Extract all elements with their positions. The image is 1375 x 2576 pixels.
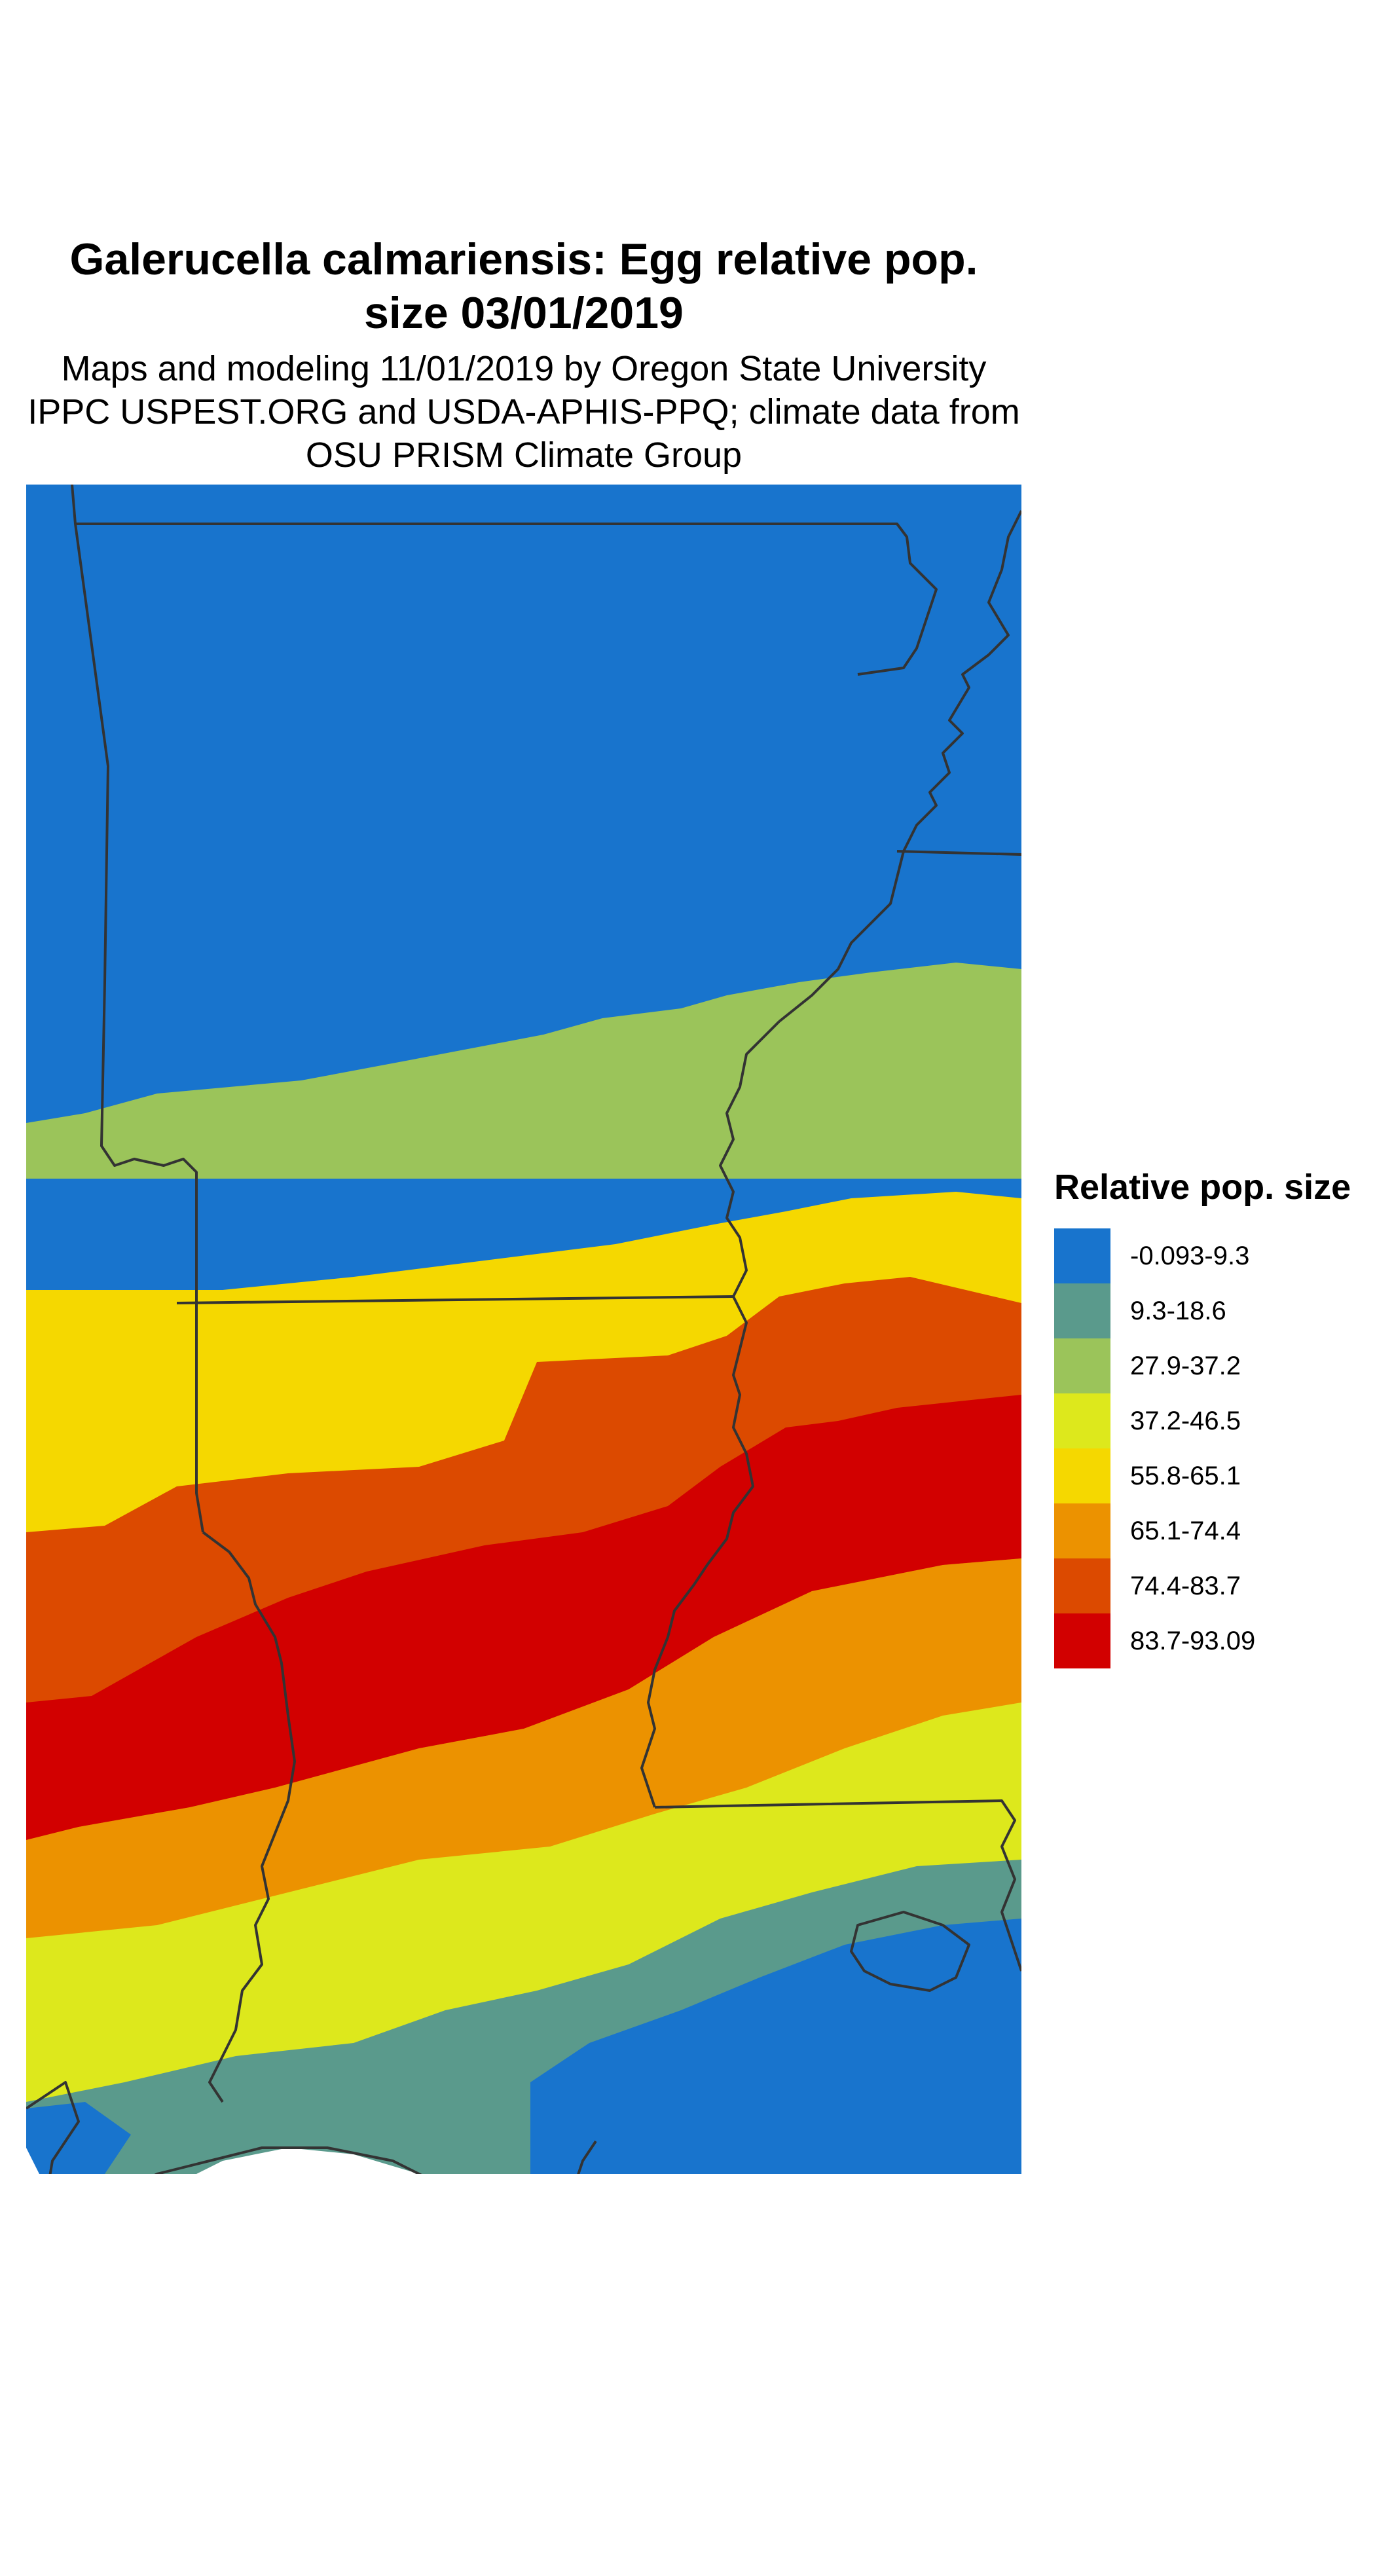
map-title: Galerucella calmariensis: Egg relative p…	[0, 232, 1048, 340]
legend-label: 27.9-37.2	[1130, 1351, 1241, 1380]
legend-swatch	[1054, 1228, 1110, 1283]
legend-item-4: 55.8-65.1	[1054, 1448, 1351, 1503]
map-legend: Relative pop. size -0.093-9.3 9.3-18.6 2…	[1054, 1166, 1351, 1668]
state-boundaries	[26, 485, 1021, 2174]
legend-item-5: 65.1-74.4	[1054, 1503, 1351, 1558]
map-subtitle: Maps and modeling 11/01/2019 by Oregon S…	[0, 347, 1048, 477]
legend-swatch	[1054, 1393, 1110, 1448]
southern-state-line	[654, 1799, 1021, 1972]
gulf-blank-area	[26, 2148, 1021, 2174]
legend-title: Relative pop. size	[1054, 1168, 1351, 1207]
cross-state-line	[176, 1295, 734, 1304]
legend-label: -0.093-9.3	[1130, 1241, 1250, 1270]
legend-swatch	[1054, 1613, 1110, 1668]
zone-band-84-93	[26, 1395, 1021, 1840]
middle-state-line	[896, 850, 1021, 856]
map-subtitle-line-3: OSU PRISM Climate Group	[305, 435, 742, 475]
legend-label: 83.7-93.09	[1130, 1626, 1256, 1655]
western-river-line	[202, 1531, 296, 2103]
legend-label: 37.2-46.5	[1130, 1406, 1241, 1435]
legend-swatch	[1054, 1448, 1110, 1503]
map-title-line-1: Galerucella calmariensis: Egg relative p…	[69, 234, 978, 284]
coastline-line	[26, 2081, 597, 2174]
legend-item-2: 27.9-37.2	[1054, 1338, 1351, 1393]
legend-label: 74.4-83.7	[1130, 1571, 1241, 1600]
legend-item-3: 37.2-46.5	[1054, 1393, 1351, 1448]
legend-item-1: 9.3-18.6	[1054, 1283, 1351, 1338]
zone-band-0-9-south	[530, 1919, 1021, 2174]
legend-label: 55.8-65.1	[1130, 1461, 1241, 1490]
lower-river-line	[640, 1020, 780, 1808]
map-subtitle-line-2: IPPC USPEST.ORG and USDA-APHIS-PPQ; clim…	[28, 392, 1020, 432]
zone-band-0-9-southwest	[26, 2102, 131, 2174]
legend-label: 65.1-74.4	[1130, 1516, 1241, 1545]
legend-label: 9.3-18.6	[1130, 1296, 1226, 1325]
legend-swatch	[1054, 1283, 1110, 1338]
lake-outline	[850, 1911, 970, 1992]
population-map	[26, 485, 1021, 2174]
map-subtitle-line-1: Maps and modeling 11/01/2019 by Oregon S…	[61, 349, 987, 388]
northern-boundary-line	[75, 523, 938, 676]
legend-swatch	[1054, 1503, 1110, 1558]
legend-item-0: -0.093-9.3	[1054, 1228, 1351, 1283]
legend-items: -0.093-9.3 9.3-18.6 27.9-37.2 37.2-46.5 …	[1054, 1228, 1351, 1668]
map-title-line-2: size 03/01/2019	[364, 288, 684, 338]
legend-swatch	[1054, 1558, 1110, 1613]
upper-river-line	[778, 510, 1021, 1023]
zone-band-28-37	[26, 963, 1021, 1179]
west-boundary-line	[71, 485, 204, 1533]
legend-item-7: 83.7-93.09	[1054, 1613, 1351, 1668]
map-zones	[26, 485, 1021, 2174]
legend-item-6: 74.4-83.7	[1054, 1558, 1351, 1613]
legend-swatch	[1054, 1338, 1110, 1393]
